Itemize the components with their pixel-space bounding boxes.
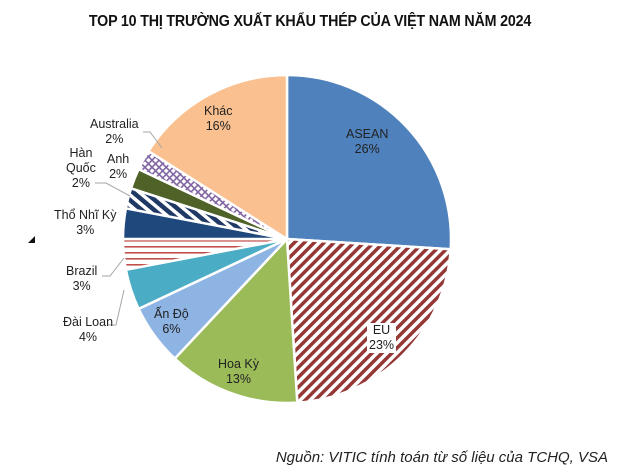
leader-hanquoc bbox=[95, 182, 131, 197]
leader-brazil bbox=[102, 257, 125, 277]
label-brazil: Brazil 3% bbox=[66, 264, 98, 293]
slice-eu bbox=[285, 237, 453, 405]
label-asean: ASEAN 26% bbox=[346, 127, 389, 156]
label-hoaky: Hoa Kỳ 13% bbox=[218, 357, 259, 386]
label-hanquoc: Hàn Quốc 2% bbox=[66, 146, 96, 190]
label-ando: Ấn Độ 6% bbox=[154, 307, 189, 336]
chart-title: TOP 10 THỊ TRƯỜNG XUẤT KHẨU THÉP CỦA VIỆ… bbox=[88, 13, 532, 30]
label-anh: Anh 2% bbox=[107, 152, 130, 181]
label-khac: Khác 16% bbox=[204, 104, 233, 133]
label-dailoan: Đài Loan 4% bbox=[63, 315, 114, 344]
resize-triangle-icon bbox=[28, 236, 35, 243]
source-note: Nguồn: VITIC tính toán từ số liệu của TC… bbox=[275, 449, 608, 466]
label-thonhiky: Thổ Nhĩ Kỳ 3% bbox=[54, 208, 117, 237]
label-australia: Australia 2% bbox=[90, 117, 139, 146]
label-eu: EU 23% bbox=[367, 323, 397, 353]
slice-asean bbox=[285, 73, 453, 251]
leader-australia bbox=[143, 131, 163, 149]
slice-hoa-kỳ bbox=[172, 236, 299, 405]
leader-dailoan bbox=[108, 289, 125, 326]
